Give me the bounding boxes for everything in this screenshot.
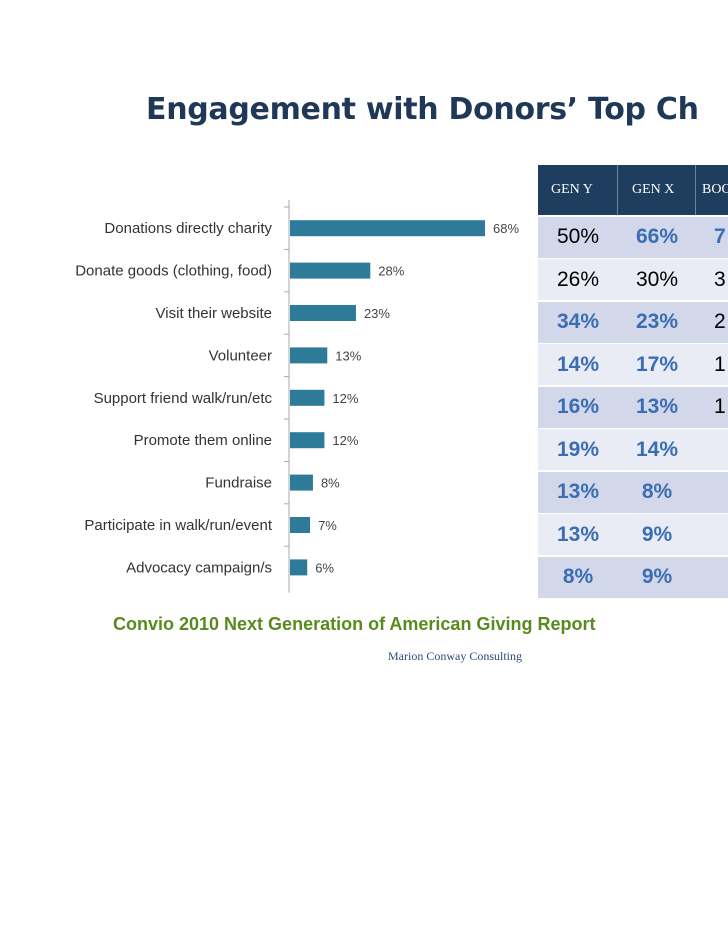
data-label: 68% bbox=[493, 221, 519, 236]
table-cell: 19% bbox=[556, 437, 600, 461]
header-gen-y: GEN Y bbox=[538, 165, 618, 215]
bar bbox=[290, 559, 308, 576]
bar bbox=[290, 262, 371, 279]
table-cell: 13% bbox=[556, 480, 600, 503]
data-label: 7% bbox=[318, 518, 337, 533]
table-row: 26% 30% 3 bbox=[538, 259, 728, 300]
table-body: 50% 66% 7 26% 30% 3 34% 23% 2 14% 17% 1 16% 13% 1 19% 14… bbox=[538, 216, 728, 598]
data-label: 23% bbox=[364, 306, 390, 321]
table-cell: 16% bbox=[556, 395, 600, 418]
table-cell bbox=[696, 429, 728, 470]
data-label: 28% bbox=[378, 264, 404, 279]
data-label: 6% bbox=[315, 560, 334, 575]
engagement-bar-chart: Donations directly charity 68% Donate good… bbox=[75, 200, 519, 593]
table-cell: 1 bbox=[714, 352, 726, 376]
table-row: 19% 14% bbox=[538, 429, 728, 470]
table-row: 14% 17% 1 bbox=[538, 344, 728, 385]
generation-table: GEN Y GEN X BOO 50% 66% 7 26% 30% 3 34% 23% 2 14%… bbox=[538, 165, 728, 598]
table-row: 16% 13% 1 bbox=[538, 386, 728, 428]
category-label: Visit their website bbox=[156, 305, 272, 322]
table-cell: 13% bbox=[635, 395, 679, 418]
bar bbox=[290, 432, 325, 449]
table-cell: 17% bbox=[635, 352, 679, 376]
table-cell: 1 bbox=[714, 395, 726, 418]
source-citation: Convio 2010 Next Generation of American … bbox=[113, 614, 596, 634]
table-cell: 9% bbox=[641, 522, 673, 546]
table-header: GEN Y GEN X BOO bbox=[538, 165, 728, 215]
header-gen-x: GEN X bbox=[618, 165, 696, 215]
table-cell: 23% bbox=[635, 310, 679, 333]
table-row: 13% 8% bbox=[538, 471, 728, 513]
category-label: Volunteer bbox=[209, 347, 272, 364]
category-label: Advocacy campaign/s bbox=[126, 559, 272, 576]
table-cell: 7 bbox=[714, 225, 726, 248]
bar bbox=[290, 389, 325, 406]
category-label: Participate in walk/run/event bbox=[84, 517, 272, 534]
table-cell: 34% bbox=[556, 310, 600, 333]
category-label: Donate goods (clothing, food) bbox=[75, 263, 272, 280]
table-cell: 30% bbox=[635, 267, 679, 291]
table-cell: 9% bbox=[641, 565, 673, 588]
data-label: 12% bbox=[332, 391, 358, 406]
category-label: Support friend walk/run/etc bbox=[94, 390, 273, 407]
table-row: 50% 66% 7 bbox=[538, 216, 728, 258]
header-boomers: BOO bbox=[702, 182, 728, 197]
table-cell bbox=[696, 472, 728, 513]
table-cell bbox=[696, 557, 728, 598]
category-label: Promote them online bbox=[134, 432, 272, 449]
data-label: 13% bbox=[335, 348, 361, 363]
bar bbox=[290, 517, 311, 533]
page-title: Engagement with Donors’ Top Ch bbox=[146, 92, 699, 127]
footer-credit: Marion Conway Consulting bbox=[388, 649, 522, 663]
category-label: Donations directly charity bbox=[104, 220, 272, 237]
table-cell: 3 bbox=[714, 267, 726, 291]
bar bbox=[290, 220, 485, 237]
table-cell: 13% bbox=[556, 522, 600, 546]
table-cell: 8% bbox=[562, 565, 594, 588]
table-cell: 2 bbox=[714, 310, 726, 333]
table-row: 34% 23% 2 bbox=[538, 301, 728, 343]
bar bbox=[290, 305, 356, 321]
table-row: 8% 9% bbox=[538, 556, 728, 598]
table-cell: 26% bbox=[556, 267, 600, 291]
table-cell: 14% bbox=[635, 437, 679, 461]
table-cell: 14% bbox=[556, 352, 600, 376]
data-label: 12% bbox=[332, 433, 358, 448]
data-label: 8% bbox=[321, 476, 340, 491]
table-cell: 8% bbox=[641, 480, 673, 503]
bar bbox=[290, 347, 328, 364]
table-row: 13% 9% bbox=[538, 514, 728, 555]
table-cell bbox=[696, 514, 728, 555]
table-cell: 66% bbox=[635, 225, 679, 248]
category-label: Fundraise bbox=[205, 475, 272, 492]
table-cell: 50% bbox=[556, 225, 600, 248]
bar bbox=[290, 474, 313, 491]
